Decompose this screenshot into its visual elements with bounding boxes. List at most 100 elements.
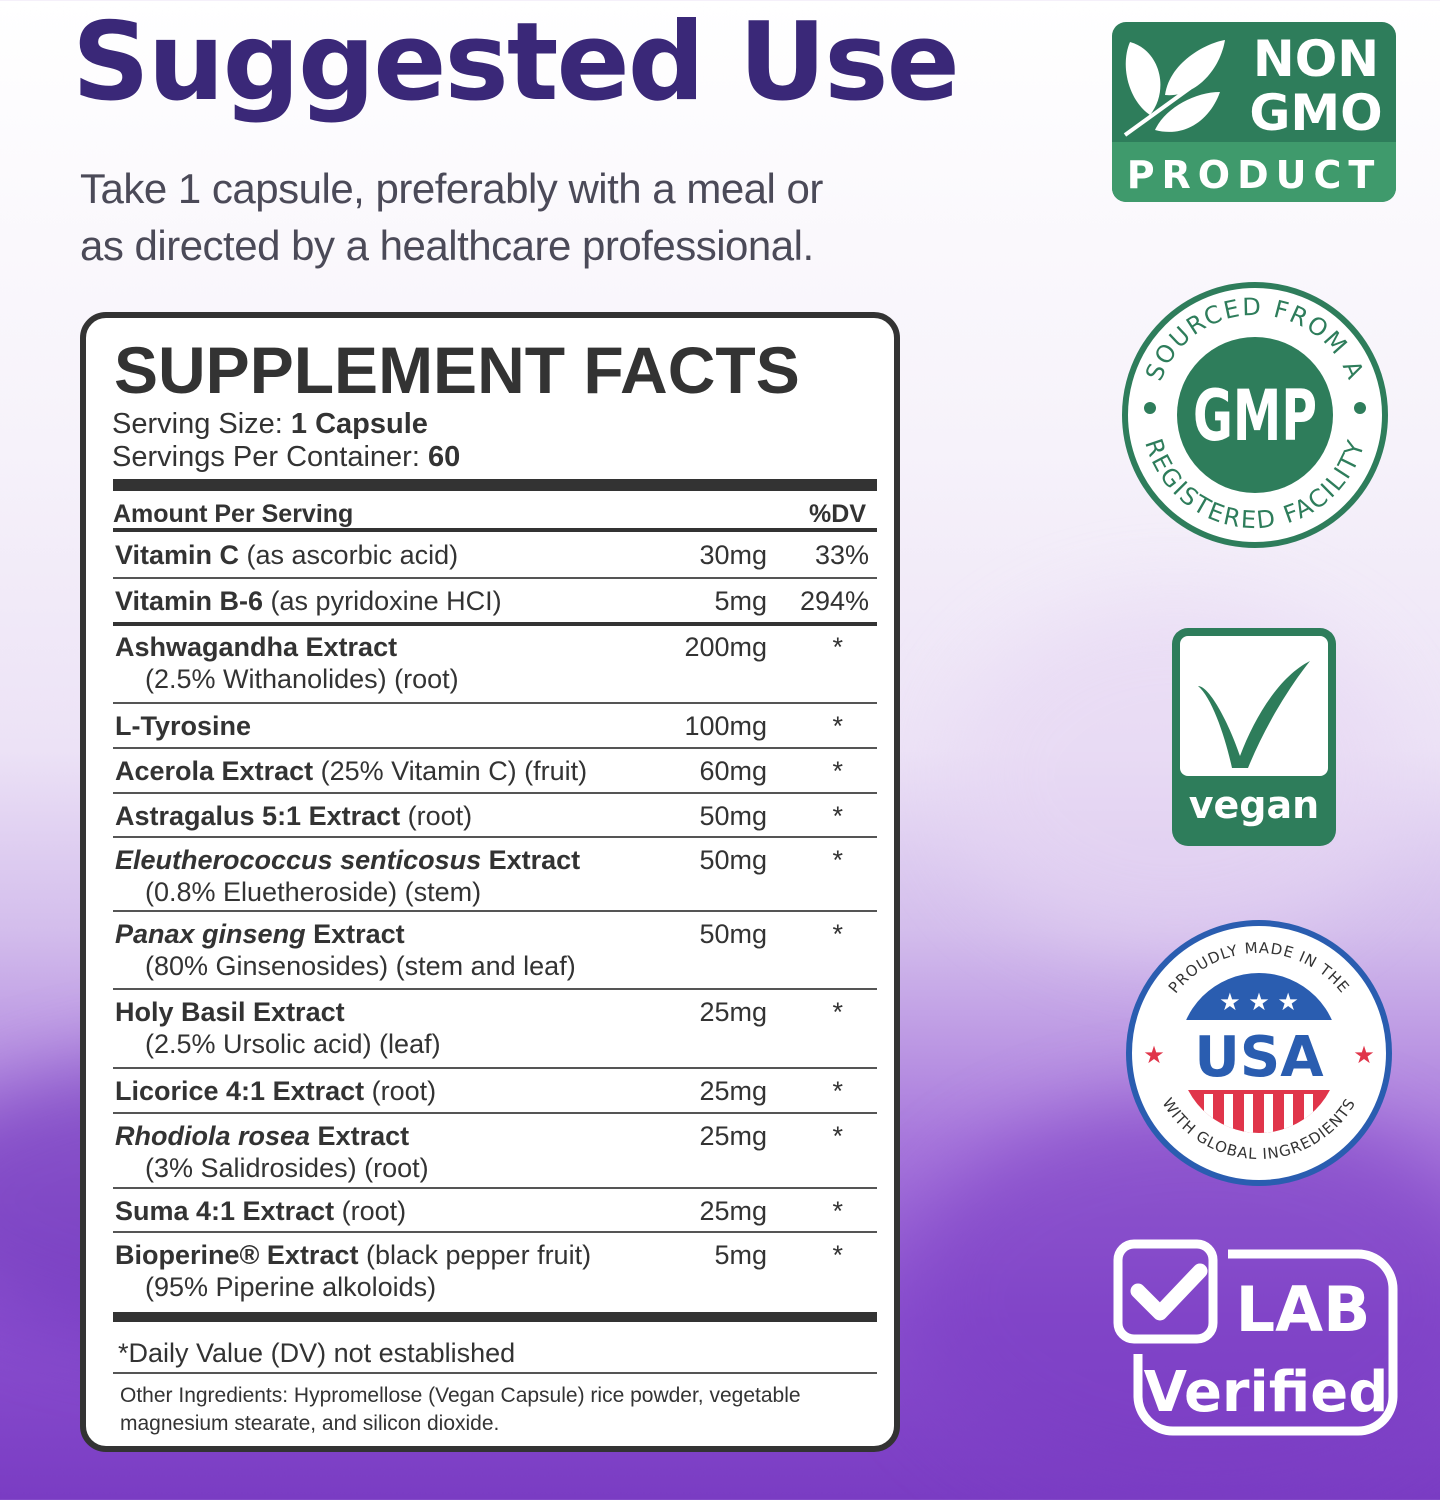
ingredient-dv: *: [832, 801, 843, 831]
divider-thick: [113, 479, 877, 491]
instructions-line-2: as directed by a healthcare professional…: [80, 222, 814, 269]
ingredient-name-part: (root): [364, 1076, 437, 1106]
ingredient-amount: 25mg: [699, 1196, 767, 1226]
ingredient-amount: 25mg: [699, 997, 767, 1027]
ingredient-name-part: (black pepper fruit): [358, 1240, 592, 1270]
ingredient-detail: (2.5% Ursolic acid) (leaf): [145, 1029, 441, 1059]
footnote: *Daily Value (DV) not established: [118, 1338, 516, 1368]
row-divider: [113, 622, 877, 626]
other-ingredients: Other Ingredients: Hypromellose (Vegan C…: [120, 1384, 801, 1435]
non-gmo-line2: GMO: [1249, 84, 1382, 142]
amount-per-serving-header: Amount Per Serving: [113, 500, 354, 528]
star-icon: ★: [1353, 1041, 1375, 1069]
supplement-facts-panel: SUPPLEMENT FACTS Serving Size: 1 Capsule…: [80, 312, 900, 1452]
facts-row: Suma 4:1 Extract (root) 25mg *: [113, 1188, 877, 1233]
ingredient-amount: 30mg: [699, 540, 767, 570]
dv-header: %DV: [809, 500, 866, 528]
ingredient-dv: *: [832, 756, 843, 786]
ingredient-name-part: Astragalus 5:1 Extract: [115, 801, 401, 831]
ingredient-amount: 5mg: [714, 586, 767, 616]
serving-size-label: Serving Size:: [112, 408, 283, 440]
ingredient-name: Vitamin B-6 (as pyridoxine HCI): [115, 586, 502, 617]
facts-row: Bioperine® Extract (black pepper fruit)(…: [113, 1232, 877, 1312]
ingredient-name-part: Rhodiola rosea: [115, 1121, 311, 1151]
row-divider: [113, 910, 877, 912]
ingredient-detail: (3% Salidrosides) (root): [145, 1153, 429, 1183]
facts-row: Acerola Extract (25% Vitamin C) (fruit) 6…: [113, 748, 877, 794]
servings-label: Servings Per Container:: [112, 441, 420, 473]
made-in-usa-badge: ★ ★ ★ ★ ★ USA PROUDLY MADE IN THE WITH G…: [1126, 920, 1392, 1186]
facts-title: SUPPLEMENT FACTS: [114, 333, 800, 407]
ingredient-name-part: Extract: [305, 919, 405, 949]
ingredient-dv: *: [832, 919, 843, 949]
ingredient-name-part: Vitamin C: [115, 540, 240, 570]
ingredient-name: Holy Basil Extract: [115, 997, 345, 1028]
facts-row: Panax ginseng Extract (80% Ginsenosides) …: [113, 911, 877, 990]
lab-text: LAB: [1236, 1273, 1371, 1346]
ingredient-amount: 5mg: [714, 1240, 767, 1270]
ingredient-name-part: (root): [334, 1196, 407, 1226]
non-gmo-line1: NON: [1253, 30, 1379, 88]
row-divider: [113, 988, 877, 990]
verified-text: Verified: [1144, 1360, 1389, 1425]
row-divider: [113, 1112, 877, 1114]
servings-value: 60: [427, 441, 461, 473]
facts-row: Licorice 4:1 Extract (root) 25mg *: [113, 1068, 877, 1114]
ingredient-name: Bioperine® Extract (black pepper fruit): [115, 1240, 591, 1271]
page-title: Suggested Use: [72, 0, 960, 125]
ingredient-dv: *: [832, 997, 843, 1027]
servings-per-container: Servings Per Container: 60: [112, 441, 460, 474]
ingredient-name: Acerola Extract (25% Vitamin C) (fruit): [115, 756, 587, 787]
usa-center-text: USA: [1194, 1025, 1324, 1090]
v-check-icon: [1198, 661, 1310, 768]
ingredient-dv: 294%: [799, 586, 869, 616]
ingredient-name: L-Tyrosine: [115, 711, 251, 742]
serving-size: Serving Size: 1 Capsule: [112, 408, 428, 441]
ingredient-name-part: L-Tyrosine: [115, 711, 252, 741]
lab-verified-badge: LAB Verified: [1113, 1239, 1398, 1436]
ingredient-name-part: Licorice 4:1 Extract: [115, 1076, 365, 1106]
divider: [113, 1372, 877, 1374]
facts-row: Holy Basil Extract (2.5% Ursolic acid) (l…: [113, 989, 877, 1069]
ingredient-amount: 100mg: [684, 711, 767, 741]
leaf-icon: [1123, 40, 1225, 137]
ingredient-dv: *: [832, 1076, 843, 1106]
ingredient-name-part: Extract: [310, 1121, 410, 1151]
ingredient-name-part: Extract: [481, 845, 581, 875]
ingredient-dv: *: [832, 632, 843, 662]
ingredient-detail: (95% Piperine alkoloids): [145, 1272, 437, 1302]
ingredient-name: Ashwagandha Extract: [115, 632, 397, 663]
row-divider: [113, 1067, 877, 1069]
ingredient-name-part: (root): [400, 801, 473, 831]
facts-row: Eleutherococcus senticosus Extract (0.8% …: [113, 837, 877, 912]
ingredient-dv: 33%: [814, 540, 869, 570]
gmp-badge: SOURCED FROM A REGISTERED FACILITY GMP: [1122, 282, 1388, 548]
gmp-center-text: GMP: [1193, 375, 1317, 457]
vegan-label: vegan: [1189, 783, 1319, 827]
star-icon: ★: [1143, 1041, 1165, 1069]
ingredient-amount: 60mg: [699, 756, 767, 786]
ingredient-name-part: Eleutherococcus senticosus: [115, 845, 482, 875]
ingredient-amount: 200mg: [684, 632, 767, 662]
divider-thick: [113, 1312, 877, 1322]
ingredient-name-part: Bioperine® Extract: [115, 1240, 359, 1270]
ingredient-name: Panax ginseng Extract: [115, 919, 405, 950]
facts-row: L-Tyrosine 100mg *: [113, 703, 877, 749]
row-divider: [113, 1231, 877, 1233]
non-gmo-line3: PRODUCT: [1127, 153, 1382, 197]
divider-medium: [113, 528, 877, 532]
ingredient-amount: 50mg: [699, 801, 767, 831]
row-divider: [113, 747, 877, 749]
ingredient-name: Suma 4:1 Extract (root): [115, 1196, 406, 1227]
stars-icon: ★ ★ ★: [1219, 988, 1299, 1016]
ingredient-name-part: (as pyridoxine HCI): [263, 586, 502, 616]
ingredient-name-part: Ashwagandha Extract: [115, 632, 398, 662]
ingredient-name: Astragalus 5:1 Extract (root): [115, 801, 472, 832]
ingredient-amount: 50mg: [699, 919, 767, 949]
ingredient-amount: 50mg: [699, 845, 767, 875]
ingredient-detail: (0.8% Eluetheroside) (stem): [145, 877, 482, 907]
ingredient-dv: *: [832, 1240, 843, 1270]
ingredient-name-part: Acerola Extract: [115, 756, 314, 786]
ingredient-dv: *: [832, 1196, 843, 1226]
ingredient-name-part: Holy Basil Extract: [115, 997, 345, 1027]
